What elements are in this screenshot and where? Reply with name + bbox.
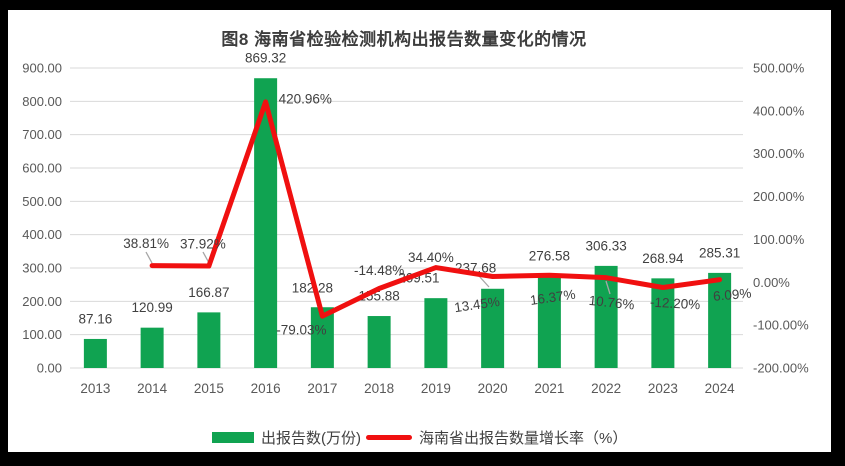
x-axis-year-label: 2017 — [307, 381, 337, 396]
x-axis-year-label: 2018 — [364, 381, 394, 396]
bar-2021 — [537, 275, 561, 368]
bar-value-label: 276.58 — [529, 248, 570, 263]
left-axis-tick: 500.00 — [22, 194, 62, 209]
right-axis-tick: 100.00% — [753, 232, 805, 247]
label-leader-line — [478, 275, 490, 288]
bar-value-label: 120.99 — [131, 300, 172, 315]
right-axis-tick: 400.00% — [753, 103, 805, 118]
bar-value-label: 182.28 — [292, 281, 333, 296]
left-axis-tick: 600.00 — [22, 161, 62, 176]
x-axis-year-label: 2015 — [194, 381, 224, 396]
x-axis-year-label: 2020 — [478, 381, 508, 396]
bar-value-label: 285.31 — [699, 245, 740, 260]
line-value-label: 37.92% — [180, 237, 226, 252]
bar-2024 — [708, 272, 732, 368]
line-value-label: 16.37% — [529, 287, 576, 308]
left-axis-tick: 700.00 — [22, 127, 62, 142]
bar-2013 — [83, 338, 107, 368]
right-axis-tick: 0.00% — [753, 275, 790, 290]
x-axis-year-label: 2019 — [421, 381, 451, 396]
legend-item-bar-series: 出报告数(万份) — [212, 427, 361, 448]
x-axis-year-label: 2014 — [137, 381, 168, 396]
x-axis-year-label: 2021 — [534, 381, 564, 396]
left-axis-tick: 0.00 — [37, 361, 62, 376]
bar-2014 — [140, 327, 164, 368]
line-value-label: 420.96% — [279, 91, 332, 106]
bar-2020 — [481, 288, 505, 368]
x-axis-year-label: 2022 — [591, 381, 621, 396]
chart-plot-area: 0.00 100.00 200.00 300.00 400.00 500.00 600.00… — [22, 51, 809, 396]
bar-2017 — [310, 307, 334, 368]
bar-value-label: 209.51 — [398, 271, 439, 286]
bar-2015 — [197, 312, 221, 368]
left-axis-tick: 800.00 — [22, 94, 62, 109]
right-axis-tick: -100.00% — [753, 318, 809, 333]
bar-2016 — [254, 78, 278, 368]
line-value-label: 34.40% — [408, 250, 454, 265]
x-axis-year-label: 2023 — [648, 381, 678, 396]
legend-bar-series-label: 出报告数(万份) — [261, 430, 361, 447]
line-series-swatch-icon — [366, 435, 412, 440]
line-value-label: 10.76% — [588, 293, 635, 313]
left-axis-tick: 300.00 — [22, 261, 62, 276]
legend-item-line-series: 海南省出报告数量增长率（%） — [366, 427, 627, 448]
bar-value-label: 87.16 — [78, 311, 112, 326]
bar-value-label: 268.94 — [642, 251, 684, 266]
right-axis-tick: 500.00% — [753, 61, 805, 76]
left-axis-tick: 400.00 — [22, 227, 62, 242]
line-value-label: -14.48% — [354, 263, 404, 278]
line-value-label: -12.20% — [650, 295, 701, 313]
bar-value-label: 306.33 — [585, 238, 626, 253]
line-value-label: 38.81% — [123, 236, 169, 251]
right-axis-tick: 300.00% — [753, 146, 805, 161]
x-axis-year-label: 2016 — [251, 381, 281, 396]
x-axis-year-label: 2024 — [705, 381, 736, 396]
left-axis-tick: 900.00 — [22, 61, 62, 76]
label-leader-line — [605, 280, 611, 295]
left-axis-tick: 100.00 — [22, 327, 62, 342]
growth-rate-line — [149, 99, 723, 319]
x-axis-year-label: 2013 — [80, 381, 110, 396]
chart-canvas: 图8 海南省检验检测机构出报告数量变化的情况 0.00 100.00 200.00 3… — [8, 10, 831, 452]
legend-line-series-label: 海南省出报告数量增长率（%） — [419, 430, 628, 447]
line-value-label: -79.03% — [276, 323, 326, 338]
chart-legend: 出报告数(万份) 海南省出报告数量增长率（%） — [212, 427, 627, 448]
left-axis-tick: 200.00 — [22, 294, 62, 309]
line-value-label: 6.09% — [713, 286, 752, 304]
bar-2018 — [367, 316, 391, 368]
bar-2023 — [651, 278, 675, 368]
right-axis-tick: -200.00% — [753, 361, 809, 376]
bar-2019 — [424, 298, 448, 368]
bar-series-swatch-icon — [212, 432, 254, 443]
line-value-label: 13.45% — [453, 294, 500, 315]
right-axis-tick: 200.00% — [753, 189, 805, 204]
bar-2022 — [594, 265, 618, 368]
bar-value-label: 166.87 — [188, 285, 229, 300]
chart-title: 图8 海南省检验检测机构出报告数量变化的情况 — [221, 30, 587, 49]
bar-value-label: 869.32 — [245, 51, 286, 66]
label-leader-line — [145, 251, 153, 264]
